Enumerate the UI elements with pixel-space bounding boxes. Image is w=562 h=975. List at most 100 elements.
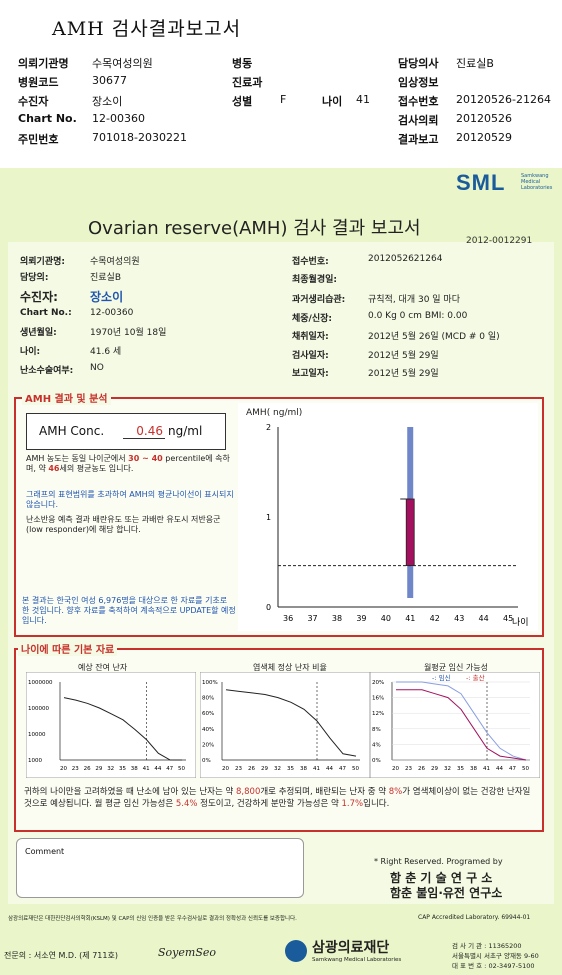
header-label: 성별 <box>232 95 253 108</box>
header-label: Chart No. <box>18 112 77 125</box>
y-tick-label: 0% <box>202 758 211 764</box>
comment-box: Comment <box>16 838 304 898</box>
info-value: 규칙적, 대개 30 일 마다 <box>368 295 460 305</box>
y-tick-label: 8% <box>372 727 381 733</box>
info-label: 채취일자: <box>292 332 329 342</box>
y-tick-label: 100000 <box>28 706 49 712</box>
info-label: Chart No.: <box>20 308 72 318</box>
header-value: 12-00360 <box>92 112 145 125</box>
header-label: 검사의뢰 <box>398 114 439 127</box>
sml-logo: SML <box>456 170 506 195</box>
info-value: 장소이 <box>90 290 124 304</box>
doctor-name: 전문의 : 서소연 M.D. (제 711호) <box>4 951 118 960</box>
header-value: 수목여성의원 <box>92 57 153 70</box>
x-tick-label: 36 <box>283 614 293 623</box>
header-label: 진료과 <box>232 76 263 89</box>
analysis-title: AMH 결과 및 분석 <box>22 390 111 405</box>
x-tick-label: 47 <box>509 766 516 772</box>
p1-text-a: AMH 농도는 동일 나이군에서 <box>26 454 126 463</box>
info-value: 진료실B <box>90 273 122 283</box>
header-value: 진료실B <box>456 57 494 70</box>
x-tick-label: 47 <box>339 766 346 772</box>
report-title: Ovarian reserve(AMH) 검사 결과 보고서 <box>88 218 421 239</box>
normal-egg-ratio-chart: 20 23 26 29 32 35 38 41 44 47 50 100% 80% 60% 40% 20% 0% <box>200 672 370 778</box>
info-label: 체중/신장: <box>292 314 333 324</box>
amh-conc-unit: ng/ml <box>168 424 203 438</box>
percentile-bar <box>405 498 415 566</box>
text-1b: 개로 추정되며, 배란되는 난자 중 <box>260 787 376 797</box>
x-tick-label: 41 <box>483 766 490 772</box>
y-tick-label: 100% <box>202 680 218 686</box>
doctor-signature: SoyemSeo <box>158 946 216 959</box>
x-tick-label: 35 <box>457 766 464 772</box>
contact-2: 서울특별시 서초구 양재동 9-60 <box>452 952 539 960</box>
header-panel: AMH 검사결과보고서 의뢰기관명 수목여성의원 병동 담당의사 진료실B 병원코드 306… <box>0 0 562 168</box>
series-line-임신 <box>396 681 527 761</box>
chart-frame <box>26 672 196 778</box>
header-value: 41 <box>356 93 370 106</box>
header-label: 수진자 <box>18 95 49 108</box>
x-tick-label: 20 <box>392 766 399 772</box>
x-tick-label: 23 <box>405 766 412 772</box>
chart-bg <box>238 403 538 631</box>
x-tick-label: 23 <box>72 766 79 772</box>
x-tick-label: 38 <box>470 766 477 772</box>
contact-1: 검 사 기 관 : 11365200 <box>452 942 522 950</box>
text-2a: 약 <box>378 787 387 797</box>
y-tick-label: 4% <box>372 742 381 748</box>
sml-logo-sub: Samkwang Medical Laboratories <box>521 173 553 191</box>
info-value: 12-00360 <box>90 308 134 318</box>
org-name-sub: Samkwang Medical Laboratories <box>312 957 402 963</box>
basic-data-text: 귀하의 나이만을 고려하였을 때 난소에 남아 있는 난자는 약 8,800개로… <box>24 786 539 810</box>
x-axis-label: 나이 <box>512 617 529 628</box>
percentile-range: 30 ~ 40 <box>128 454 163 463</box>
institute-2: 함춘 불임·유전 연구소 <box>390 886 503 900</box>
info-value: 수목여성의원 <box>90 257 140 267</box>
x-tick-label: 42 <box>430 614 440 623</box>
org-name: 삼광의료재단 <box>312 940 390 956</box>
info-label: 담당의: <box>20 273 49 283</box>
info-label: 과거생리습관: <box>292 295 346 305</box>
info-label: 의뢰기관명: <box>20 257 65 267</box>
header-value: 20120526-21264 <box>456 93 551 106</box>
x-tick-label: 44 <box>326 766 333 772</box>
basic-data-title: 나이에 따른 기본 자료 <box>18 641 118 656</box>
info-label: 난소수술여부: <box>20 366 74 376</box>
x-tick-label: 44 <box>154 766 161 772</box>
y-tick-label: 1 <box>266 513 271 522</box>
org-logo-icon <box>285 940 307 962</box>
x-tick-label: 20 <box>222 766 229 772</box>
x-tick-label: 23 <box>235 766 242 772</box>
text-3a: 건강하게 분만할 가능성은 약 <box>236 799 339 809</box>
chart-title-pregnancy: 월평균 임신 가능성 <box>424 663 488 672</box>
x-tick-label: 20 <box>60 766 67 772</box>
legend-entry: -: 임신 <box>432 673 451 682</box>
x-tick-label: 38 <box>332 614 342 623</box>
x-tick-label: 29 <box>261 766 268 772</box>
text-1a: 귀하의 나이만을 고려하였을 때 난소에 남아 있는 난자는 약 <box>24 787 234 797</box>
remaining-eggs-chart: 20 23 26 29 32 35 38 41 44 47 50 1000000 100000 10000… <box>26 672 196 778</box>
comment-label: Comment <box>25 847 65 856</box>
info-value: 0.0 Kg 0 cm BMI: 0.00 <box>368 311 468 321</box>
info-label: 수진자: <box>20 290 58 304</box>
header-value: 20120529 <box>456 131 512 144</box>
y-tick-label: 1000 <box>28 758 42 764</box>
x-tick-label: 44 <box>496 766 503 772</box>
x-tick-label: 43 <box>454 614 464 623</box>
text-2c: 정도이고, <box>200 799 235 809</box>
x-tick-label: 32 <box>274 766 281 772</box>
header-label: 의뢰기관명 <box>18 57 69 70</box>
analysis-p4: 본 결과는 한국인 여성 6,976명을 대상으로 한 자료를 기초로 한 것입… <box>22 596 236 625</box>
chart-title-eggs: 예상 잔여 난자 <box>78 663 128 672</box>
x-tick-label: 29 <box>95 766 102 772</box>
x-tick-label: 32 <box>107 766 114 772</box>
legend-entry: -: 출산 <box>466 673 485 682</box>
info-value: 1970년 10월 18일 <box>90 328 167 338</box>
info-label: 검사일자: <box>292 351 329 361</box>
y-axis-label: AMH( ng/ml) <box>246 408 302 418</box>
y-tick-label: 12% <box>372 711 384 717</box>
x-tick-label: 40 <box>381 614 391 623</box>
amh-conc-value: 0.46 <box>123 424 165 439</box>
y-tick-label: 1000000 <box>28 680 53 686</box>
